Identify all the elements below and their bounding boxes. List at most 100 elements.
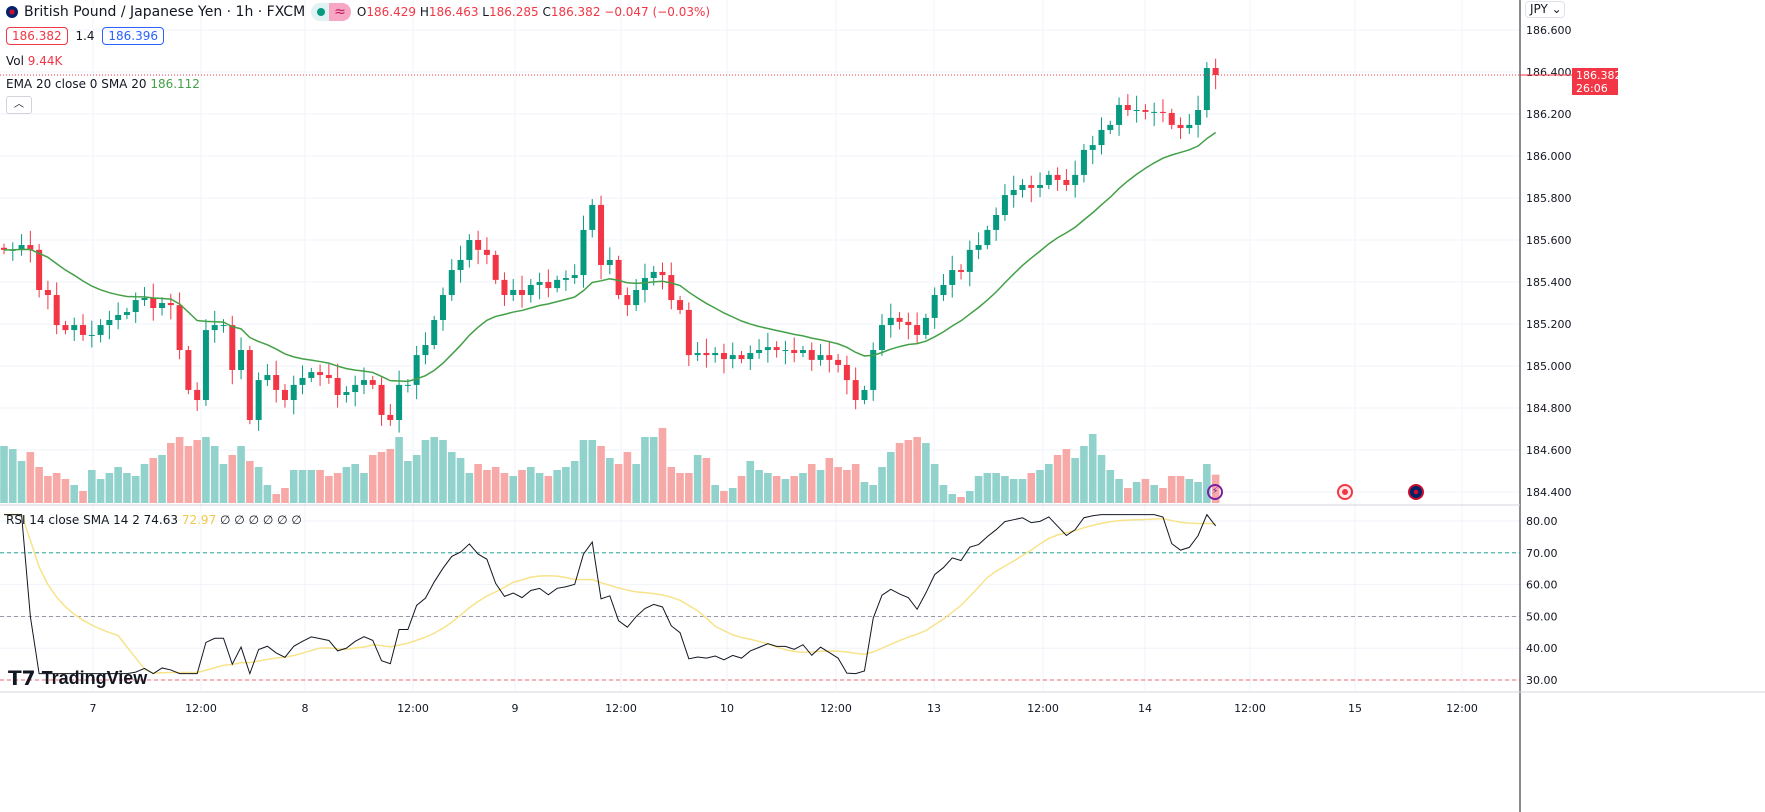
volume-bar: [421, 440, 430, 503]
candle-body: [360, 380, 367, 385]
volume-bar: [474, 464, 482, 503]
volume-bar: [623, 452, 632, 503]
volume-bar: [632, 464, 640, 503]
time-tick-label: 9: [512, 702, 519, 715]
candle-body: [756, 350, 763, 353]
lightning-icon[interactable]: ⚡: [1207, 484, 1223, 500]
candle-body: [255, 380, 262, 420]
candle-body: [352, 384, 359, 393]
volume-bar: [289, 470, 298, 503]
candle-body: [431, 320, 438, 345]
volume-bar: [553, 470, 561, 503]
volume-bar: [1062, 449, 1071, 503]
volume-bar: [8, 449, 17, 503]
volume-bar: [35, 467, 43, 503]
volume-bar: [316, 470, 324, 503]
candle-body: [519, 289, 526, 296]
symbol-title[interactable]: British Pound / Japanese Yen · 1h · FXCM: [24, 4, 306, 20]
candle-body: [273, 375, 280, 390]
volume-bar: [307, 470, 316, 503]
volume-bar: [342, 467, 351, 503]
candle-body: [413, 355, 420, 385]
candle-body: [317, 372, 324, 376]
volume-bar: [17, 461, 26, 503]
candle-body: [896, 317, 903, 322]
currency-select[interactable]: JPY ⌄: [1525, 1, 1565, 18]
volume-bar: [491, 467, 500, 503]
volume-bar: [1036, 470, 1044, 503]
market-status[interactable]: ≈: [311, 3, 351, 21]
volume-bar: [658, 428, 667, 503]
rsi-legend[interactable]: RSI 14 close SMA 14 2 74.63 72.97 ∅ ∅ ∅ …: [6, 513, 302, 527]
candle-body: [975, 245, 982, 250]
volume-legend[interactable]: Vol 9.44K: [6, 54, 63, 68]
candle-body: [404, 384, 411, 386]
tv-logo-icon: 𝗧𝟳: [8, 668, 36, 690]
volume-bar: [693, 455, 702, 503]
uk-flag-event-icon[interactable]: [1408, 484, 1424, 500]
ema-legend[interactable]: EMA 20 close 0 SMA 20 186.112: [6, 77, 200, 91]
time-tick-label: 12:00: [605, 702, 637, 715]
volume-bar: [0, 446, 8, 503]
candle-body: [1045, 174, 1052, 185]
spread: 1.4: [75, 29, 95, 43]
volume-bar: [96, 479, 105, 503]
candle-body: [1089, 145, 1096, 150]
candle-body: [835, 359, 842, 365]
candle-body: [343, 392, 350, 395]
price-tick-label: 184.800: [1526, 402, 1572, 415]
volume-bar: [79, 491, 87, 503]
candle-body: [677, 300, 684, 310]
volume-bar: [518, 470, 526, 503]
event-dot-icon[interactable]: [1337, 484, 1353, 500]
rsi-tick-label: 50.00: [1526, 610, 1558, 623]
candle-body: [1063, 179, 1070, 185]
volume-bar: [1018, 479, 1027, 503]
candle-body: [440, 295, 446, 321]
candle-body: [238, 350, 245, 370]
volume-bar: [843, 470, 851, 503]
candle-body: [141, 297, 148, 301]
candle-body: [1028, 184, 1035, 188]
candle-body: [738, 355, 745, 360]
candle-body: [1177, 124, 1184, 129]
wave-icon: ≈: [329, 3, 351, 21]
volume-bar: [237, 446, 245, 503]
ohlc-values: O186.429 H186.463 L186.285 C186.382 −0.0…: [356, 5, 711, 19]
candle-body: [1151, 111, 1158, 113]
volume-bar: [1203, 464, 1211, 503]
volume-bar: [966, 491, 974, 503]
candle-body: [229, 325, 236, 370]
volume-bar: [1132, 482, 1141, 503]
candle-body: [914, 325, 921, 335]
volume-bar: [992, 473, 1000, 503]
candle-body: [159, 303, 166, 309]
volume-bar: [799, 473, 807, 503]
uk-flag-icon: [6, 6, 18, 18]
chevron-up-icon[interactable]: ︿: [6, 96, 32, 114]
sell-button[interactable]: 186.382: [6, 27, 68, 45]
candle-body: [211, 325, 218, 331]
volume-bar: [184, 446, 193, 503]
candle-body: [422, 345, 429, 356]
candle-body: [764, 347, 771, 351]
volume-bar: [1080, 446, 1088, 503]
volume-bar: [351, 464, 359, 503]
buy-button[interactable]: 186.396: [102, 27, 164, 45]
volume-bar: [1088, 434, 1097, 503]
volume-bar: [895, 443, 904, 503]
candle-body: [580, 229, 587, 276]
candle-body: [97, 325, 104, 335]
volume-bar: [439, 440, 447, 503]
price-tick-label: 185.000: [1526, 360, 1572, 373]
volume-bar: [614, 464, 623, 503]
price-tick-label: 186.200: [1526, 108, 1572, 121]
volume-bar: [131, 476, 140, 503]
candle-body: [1116, 104, 1123, 125]
candle-body: [861, 389, 868, 401]
volume-bar: [764, 473, 772, 503]
candle-body: [123, 312, 130, 315]
candle-body: [281, 389, 288, 401]
tradingview-logo[interactable]: 𝗧𝟳 TradingView: [8, 668, 148, 690]
